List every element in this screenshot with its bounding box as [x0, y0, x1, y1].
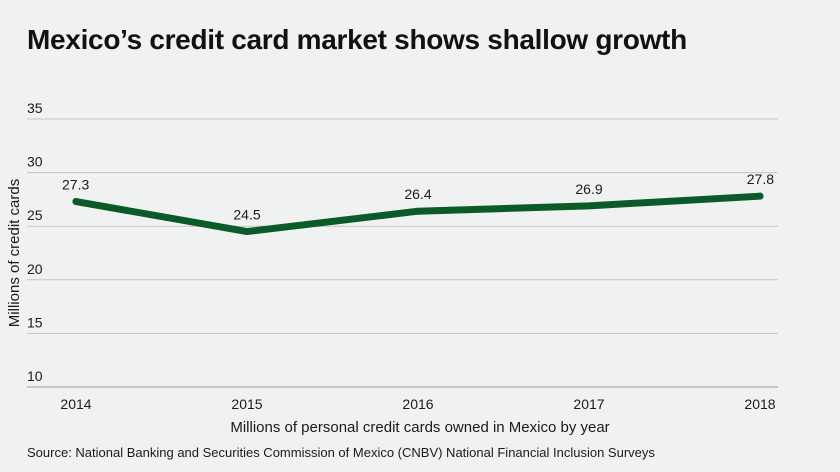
y-tick-label: 20 — [27, 261, 43, 277]
x-tick-label: 2014 — [60, 396, 91, 412]
data-label: 24.5 — [233, 207, 260, 223]
y-tick-label: 25 — [27, 207, 43, 223]
series-lines — [72, 192, 764, 236]
data-point — [756, 192, 764, 200]
y-tick-label: 30 — [27, 154, 43, 170]
y-axis-ticks: 10 15 20 25 30 35 — [27, 100, 43, 384]
data-point — [72, 198, 80, 206]
y-tick-label: 15 — [27, 314, 43, 330]
x-tick-label: 2015 — [231, 396, 262, 412]
y-tick-label: 10 — [27, 368, 43, 384]
line-chart: 10 15 20 25 30 35 2014 2015 2016 2017 2018 27.3 24… — [6, 100, 778, 436]
y-tick-label: 35 — [27, 100, 43, 116]
data-label: 26.9 — [575, 181, 602, 197]
data-point — [585, 202, 593, 210]
x-axis-ticks: 2014 2015 2016 2017 2018 — [60, 396, 775, 412]
chart-title: Mexico’s credit card market shows shallo… — [27, 24, 687, 55]
x-tick-label: 2017 — [573, 396, 604, 412]
x-tick-label: 2016 — [402, 396, 433, 412]
data-label: 27.8 — [747, 171, 774, 187]
data-label: 27.3 — [62, 177, 89, 193]
x-axis-label: Millions of personal credit cards owned … — [230, 419, 609, 436]
data-point — [414, 207, 422, 215]
gridlines — [27, 118, 778, 388]
y-axis-label: Millions of credit cards — [6, 179, 23, 327]
data-label: 26.4 — [404, 186, 431, 202]
source-note: Source: National Banking and Securities … — [27, 445, 655, 460]
data-point — [243, 228, 251, 236]
x-tick-label: 2018 — [744, 396, 775, 412]
data-labels: 27.3 24.5 26.4 26.9 27.8 — [62, 171, 774, 222]
